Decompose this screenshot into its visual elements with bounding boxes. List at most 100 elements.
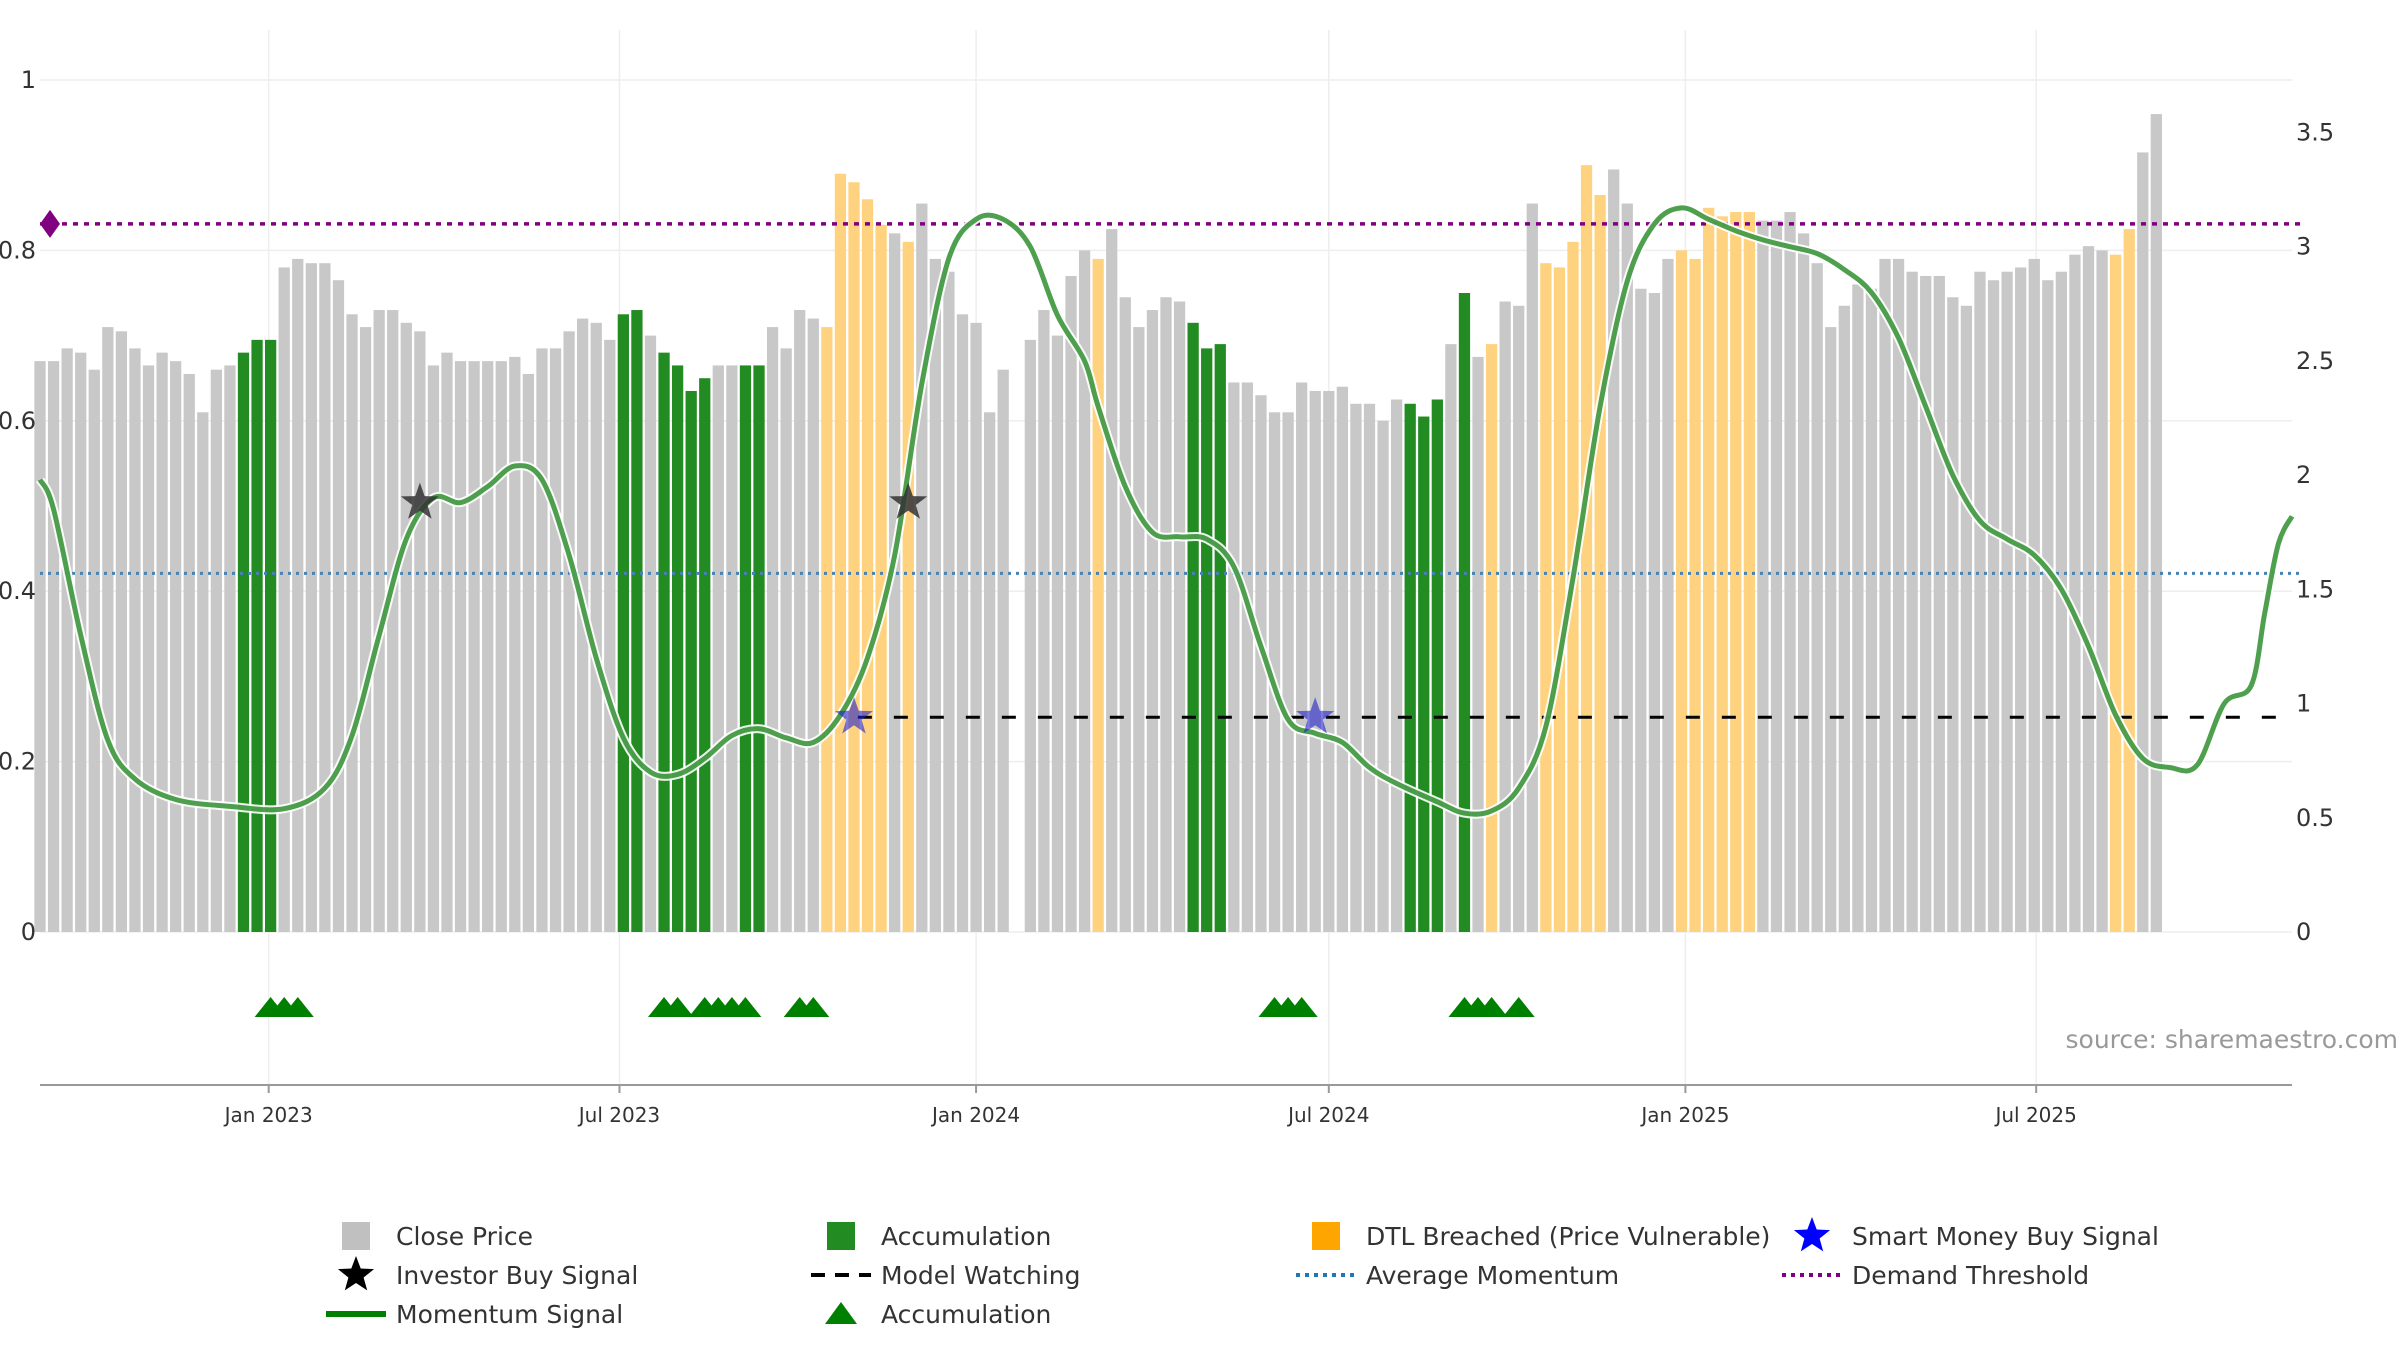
close-price-bar <box>1526 203 1538 933</box>
accumulation-bar <box>1201 348 1213 932</box>
dtl-breached-bar <box>834 173 847 933</box>
close-price-bar <box>916 203 928 933</box>
close-price-bar <box>142 365 155 932</box>
close-price-bar <box>943 271 955 932</box>
close-price-bar <box>984 412 996 932</box>
close-price-bar <box>129 348 141 932</box>
accumulation-bar <box>631 310 643 932</box>
close-price-bar <box>1865 288 1878 932</box>
legend-item: DTL Breached (Price Vulnerable) <box>1366 1222 1770 1251</box>
close-price-bar <box>1879 258 1891 932</box>
close-price-bar <box>197 412 209 932</box>
close-price-bar <box>1838 305 1850 932</box>
close-price-bar <box>1296 382 1308 933</box>
dtl-breached-bar <box>1730 212 1742 932</box>
accumulation-triangle <box>1502 997 1535 1017</box>
close-price-bar <box>183 373 195 932</box>
dtl-breached-bar <box>1594 195 1606 932</box>
dtl-breached-bar <box>2123 229 2135 933</box>
left-axis-tick-label: 0 <box>21 918 36 946</box>
smart-money-buy-signal-star <box>1296 697 1335 734</box>
close-price-bar <box>427 365 440 932</box>
x-tick-label: Jul 2025 <box>1993 1103 2076 1127</box>
close-price-bar <box>1852 284 1864 933</box>
investor-buy-signal-star <box>889 482 928 519</box>
close-price-bar <box>766 327 779 933</box>
close-price-bar <box>2096 250 2108 932</box>
accumulation-bar <box>699 378 711 932</box>
close-price-bar <box>1173 301 1186 932</box>
close-price-bar <box>346 314 358 932</box>
close-price-bar <box>1323 390 1335 933</box>
legend-swatch-square <box>827 1222 855 1250</box>
dtl-breached-bar <box>1092 258 1104 932</box>
close-price-bar <box>2150 114 2162 932</box>
close-price-bar <box>454 361 467 932</box>
close-price-bar <box>604 339 616 932</box>
dtl-breached-bar <box>902 241 914 932</box>
dtl-breached-bar <box>875 224 887 933</box>
accumulation-bar <box>1431 399 1443 932</box>
close-price-bar <box>1268 412 1281 932</box>
close-price-bar <box>1445 344 1457 932</box>
close-price-bar <box>889 233 901 933</box>
close-price-bar <box>1947 297 1959 932</box>
close-price-bar <box>1987 280 2000 933</box>
close-price-bar <box>712 365 724 932</box>
accumulation-triangle <box>281 997 314 1017</box>
close-price-bar <box>1811 263 1823 932</box>
right-axis-tick-label: 0.5 <box>2296 804 2334 832</box>
close-price-bar <box>1770 220 1783 932</box>
close-price-bar <box>292 258 304 932</box>
close-price-bar <box>644 335 657 933</box>
x-tick-label: Jan 2024 <box>930 1103 1020 1127</box>
smart-money-buy-signal-star <box>835 697 873 734</box>
close-price-bar <box>807 318 819 932</box>
close-price-bar <box>2015 267 2027 932</box>
close-price-bar <box>522 373 535 932</box>
close-price-bar <box>156 352 168 932</box>
accumulation-triangle <box>729 997 762 1017</box>
left-axis-tick-label: 0.6 <box>0 407 36 435</box>
close-price-bar <box>468 361 480 932</box>
x-tick-label: Jul 2024 <box>1286 1103 1369 1127</box>
close-price-bar <box>726 365 738 932</box>
close-price-bar <box>2028 258 2040 932</box>
accumulation-bar <box>1458 293 1471 932</box>
close-price-bar <box>1825 327 1837 933</box>
accumulation-bar <box>753 365 765 932</box>
accumulation-bar <box>251 339 263 932</box>
close-price-bar <box>549 348 562 932</box>
left-axis-tick-label: 0.8 <box>0 236 36 264</box>
close-price-bar <box>1119 297 1131 932</box>
close-price-bar <box>1255 395 1267 932</box>
legend-item: Close Price <box>396 1222 533 1251</box>
close-price-bar <box>1662 258 1674 932</box>
accumulation-bar <box>1214 344 1226 932</box>
accumulation-bar <box>739 365 752 932</box>
close-price-bar <box>441 352 453 932</box>
close-price-bar <box>1146 310 1159 932</box>
accumulation-bar <box>685 390 697 933</box>
close-price-bar <box>2055 271 2067 932</box>
dtl-breached-bar <box>861 199 874 932</box>
dtl-breached-bar <box>1485 344 1498 932</box>
close-price-bar <box>1757 220 1769 932</box>
legend-item: Smart Money Buy Signal <box>1852 1222 2159 1251</box>
dtl-breached-bar <box>1675 250 1688 932</box>
close-price-bar <box>1648 293 1661 932</box>
close-price-bar <box>319 263 331 932</box>
close-price-bar <box>1960 305 1973 932</box>
accumulation-bar <box>1404 403 1416 932</box>
close-price-bar <box>1621 203 1633 933</box>
right-axis-tick-label: 1.5 <box>2296 575 2334 603</box>
close-price-bar <box>1024 339 1036 932</box>
dtl-breached-bar <box>821 327 833 933</box>
accumulation-triangle <box>797 997 830 1017</box>
legend-item: Model Watching <box>881 1261 1081 1290</box>
right-axis-tick-label: 2 <box>2296 461 2311 489</box>
close-price-bar <box>482 361 494 932</box>
dtl-breached-bar <box>1703 207 1715 933</box>
close-price-bar <box>563 331 575 933</box>
